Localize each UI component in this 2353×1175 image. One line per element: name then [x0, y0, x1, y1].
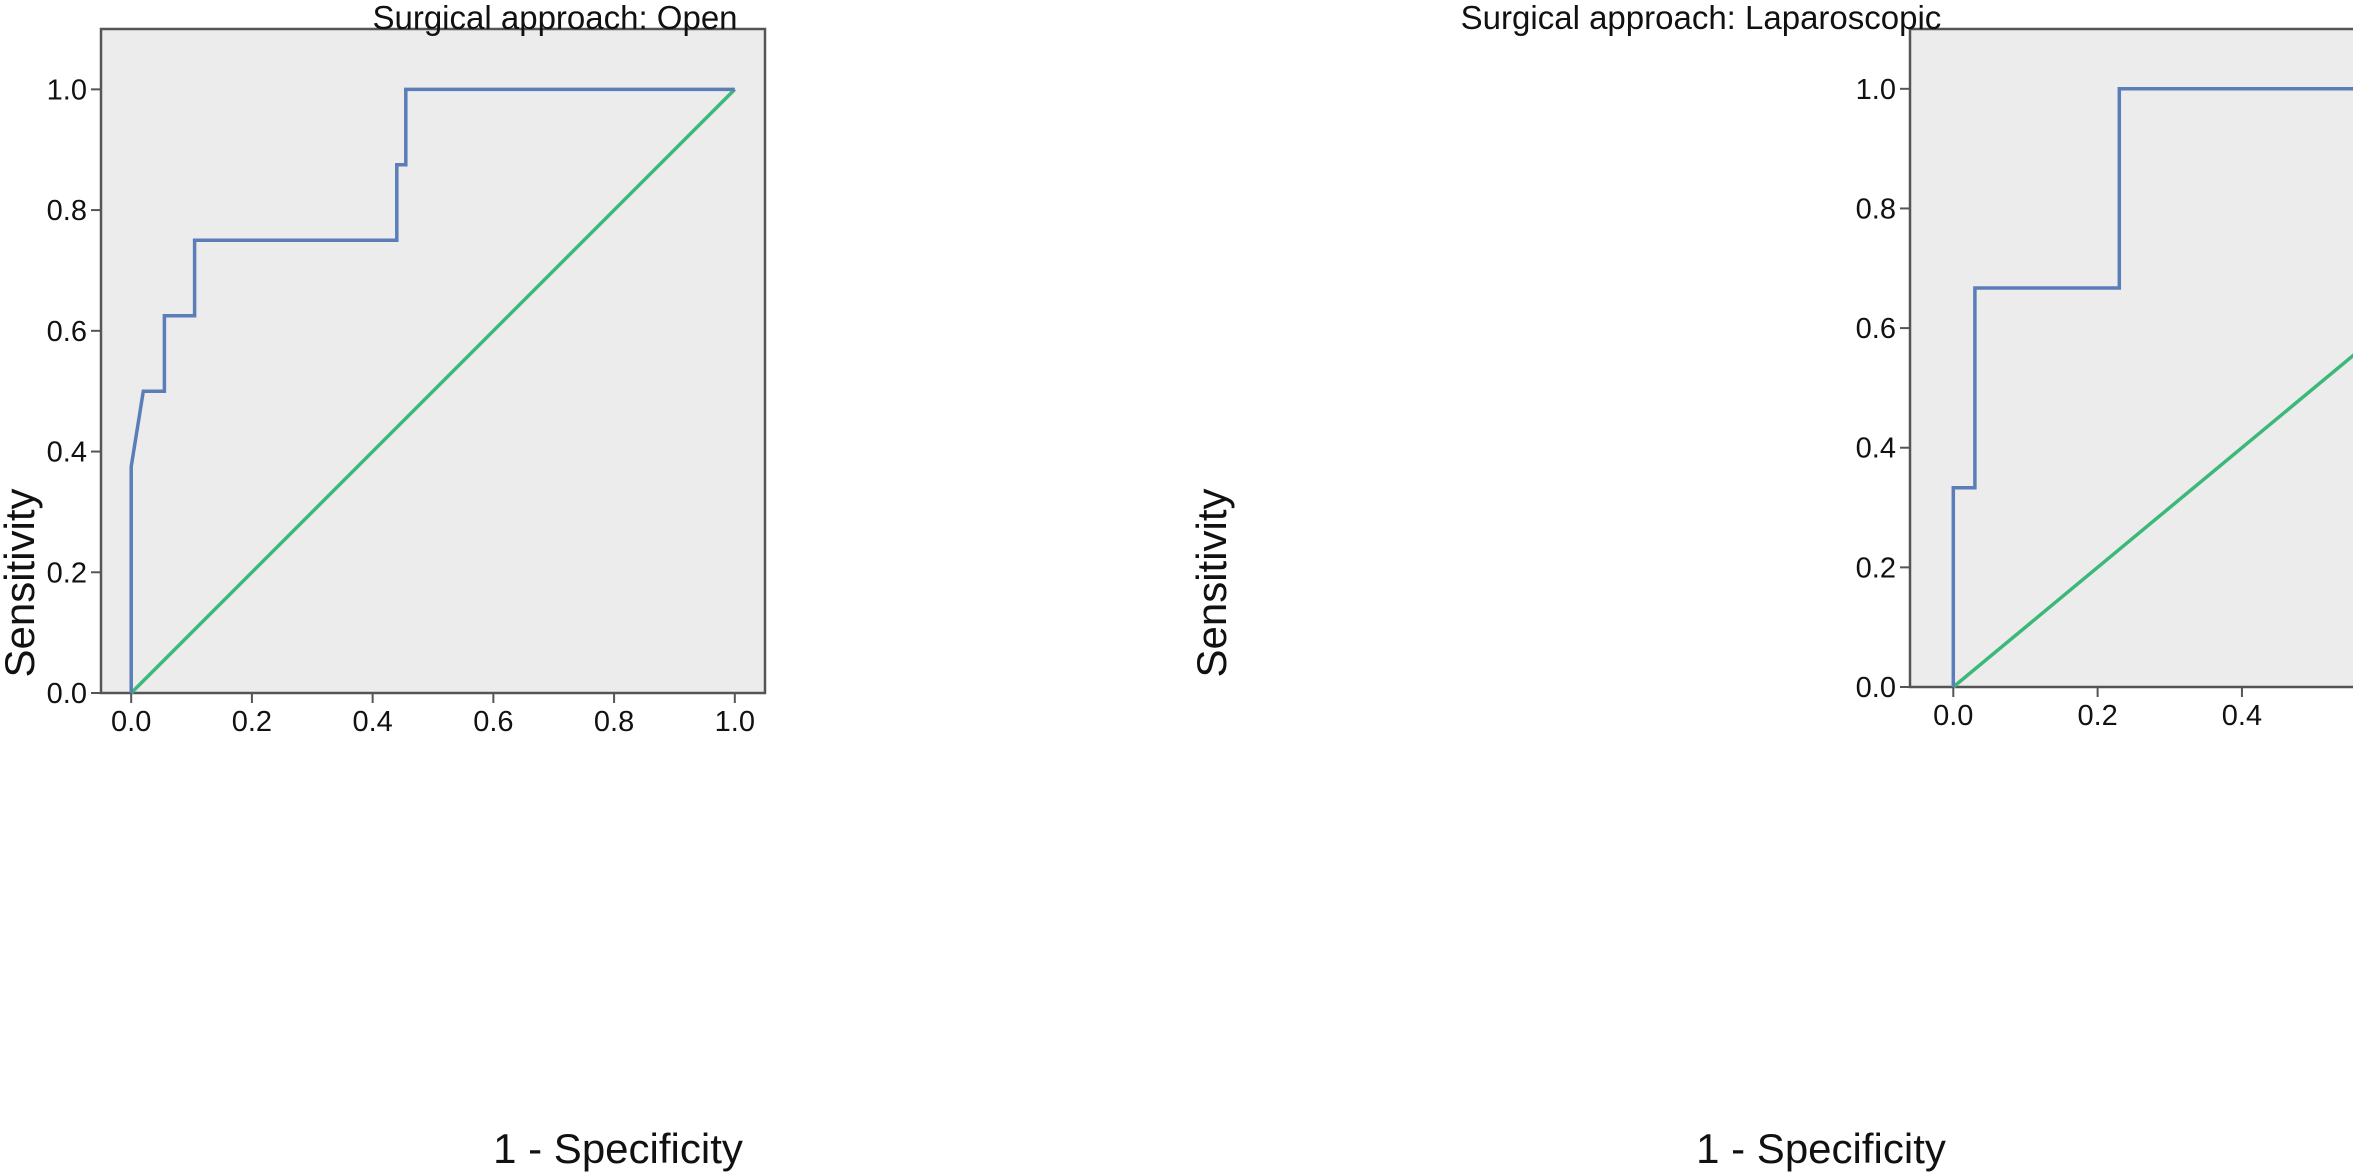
reference-diagonal-line: [129, 88, 737, 695]
x-tick-label: 0.0: [1933, 700, 1973, 732]
x-tick-label: 0.4: [352, 706, 392, 738]
x-tick-label: 0.6: [473, 706, 513, 738]
y-tick-label: 0.6: [1856, 313, 1896, 345]
y-tick-label: 0.2: [47, 557, 87, 589]
roc-curve-line: [129, 87, 735, 693]
roc-chart-laparoscopic-svg: Surgical approach: Laparoscopic 1 - Spec…: [1188, 0, 2353, 1172]
x-axis-label: 1 - Specificity: [493, 1125, 743, 1172]
y-tick-label: 0.2: [1856, 552, 1896, 584]
y-tick-label: 0.8: [47, 195, 87, 227]
roc-chart-open-svg: Surgical approach: Open 1 - Specificity …: [0, 0, 767, 1172]
y-tick-label: 0.4: [47, 437, 87, 469]
x-tick-label: 0.0: [111, 706, 151, 738]
chart-title: Surgical approach: Open: [372, 0, 737, 36]
x-tick-label: 0.2: [232, 706, 272, 738]
y-axis-label: Sensitivity: [0, 488, 43, 677]
y-tick-label: 0.0: [47, 678, 87, 710]
reference-diagonal-line: [1952, 353, 2353, 689]
y-tick-label: 0.0: [1856, 672, 1896, 704]
y-tick-label: 0.8: [1856, 193, 1896, 225]
x-tick-label: 0.8: [594, 706, 634, 738]
roc-chart-open: Surgical approach: Open 1 - Specificity …: [0, 0, 1176, 1175]
roc-curve-line: [1951, 87, 2353, 687]
y-axis-label: Sensitivity: [1188, 488, 1235, 677]
x-axis-label: 1 - Specificity: [1696, 1125, 1946, 1172]
y-tick-label: 0.4: [1856, 433, 1896, 465]
roc-chart-laparoscopic: Surgical approach: Laparoscopic 1 - Spec…: [1176, 0, 2353, 1175]
x-tick-label: 0.4: [2222, 700, 2262, 732]
x-tick-label: 0.2: [2077, 700, 2117, 732]
y-tick-label: 0.6: [47, 316, 87, 348]
chart-title: Surgical approach: Laparoscopic: [1461, 0, 1942, 36]
y-tick-label: 1.0: [47, 74, 87, 106]
plot-area: [1908, 27, 2353, 689]
y-tick-label: 1.0: [1856, 74, 1896, 106]
x-tick-label: 1.0: [715, 706, 755, 738]
plot-area: [99, 27, 767, 695]
